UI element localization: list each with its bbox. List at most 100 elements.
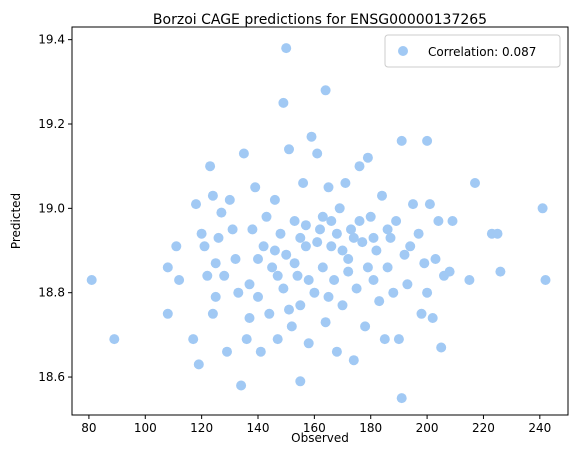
legend-marker xyxy=(398,46,408,56)
data-point xyxy=(393,334,404,345)
data-point xyxy=(253,254,263,264)
data-point xyxy=(362,262,373,273)
data-points xyxy=(86,43,551,404)
data-point xyxy=(436,342,447,353)
data-point xyxy=(408,199,418,210)
data-point xyxy=(312,237,323,248)
data-point xyxy=(272,334,283,345)
data-point xyxy=(258,241,269,252)
data-point xyxy=(354,161,365,172)
x-tick-label: 200 xyxy=(416,421,439,435)
data-point xyxy=(289,216,300,226)
data-point xyxy=(210,291,221,302)
data-point xyxy=(413,228,424,239)
data-point xyxy=(309,287,320,298)
data-point xyxy=(540,275,551,285)
data-point xyxy=(247,224,258,235)
data-point xyxy=(315,224,325,235)
data-point xyxy=(495,266,506,277)
data-point xyxy=(306,131,317,142)
data-point xyxy=(402,279,413,290)
data-point xyxy=(374,296,385,307)
data-point xyxy=(424,199,435,210)
y-tick-label: 19.4 xyxy=(38,33,65,47)
data-point xyxy=(399,249,410,260)
data-point xyxy=(334,203,345,214)
data-point xyxy=(377,190,387,201)
x-tick-label: 80 xyxy=(81,421,96,435)
data-point xyxy=(264,308,275,319)
data-point xyxy=(207,190,218,201)
data-point xyxy=(537,203,548,214)
data-point xyxy=(174,275,185,285)
data-point xyxy=(238,148,249,159)
data-point xyxy=(281,43,292,54)
legend-box xyxy=(384,34,561,68)
data-point xyxy=(284,304,294,315)
data-point xyxy=(261,211,272,222)
data-point xyxy=(205,161,216,172)
x-axis: 80 100 120 140 160 180 200 220 240 xyxy=(81,415,551,435)
data-point xyxy=(298,178,309,188)
data-point xyxy=(227,224,238,235)
data-point xyxy=(162,308,173,319)
data-point xyxy=(371,245,382,256)
data-point xyxy=(233,287,244,298)
legend: Correlation: 0.087 xyxy=(384,34,561,68)
data-point xyxy=(312,148,323,159)
data-point xyxy=(286,321,297,332)
y-axis: 18.6 18.8 19.0 19.2 19.4 xyxy=(38,33,72,384)
legend-label: Correlation: 0.087 xyxy=(428,45,536,59)
data-point xyxy=(275,228,286,239)
data-point xyxy=(244,279,255,290)
data-point xyxy=(326,241,337,252)
data-point xyxy=(348,355,359,366)
x-tick-label: 240 xyxy=(528,421,551,435)
data-point xyxy=(326,216,337,226)
data-point xyxy=(230,254,241,264)
data-point xyxy=(216,207,227,218)
data-point xyxy=(278,97,289,108)
data-point xyxy=(396,135,407,146)
data-point xyxy=(357,237,368,248)
data-point xyxy=(295,376,306,387)
data-point xyxy=(329,275,340,285)
data-point xyxy=(470,178,480,188)
data-point xyxy=(255,346,266,357)
data-point xyxy=(162,262,173,273)
data-point xyxy=(267,262,278,273)
data-point xyxy=(295,300,306,311)
data-point xyxy=(351,283,362,294)
data-point xyxy=(382,224,393,235)
data-point xyxy=(346,224,356,235)
data-point xyxy=(430,254,441,264)
x-tick-label: 220 xyxy=(472,421,495,435)
x-tick-label: 120 xyxy=(190,421,213,435)
data-point xyxy=(362,152,373,163)
data-point xyxy=(382,262,393,273)
data-point xyxy=(447,216,458,226)
data-point xyxy=(295,232,306,243)
data-point xyxy=(433,216,444,226)
data-point xyxy=(379,334,390,345)
data-point xyxy=(253,291,263,302)
data-point xyxy=(444,266,455,277)
data-point xyxy=(272,270,283,281)
data-point xyxy=(391,216,402,226)
y-tick-label: 18.8 xyxy=(38,286,65,300)
data-point xyxy=(222,346,232,357)
data-point xyxy=(396,393,407,404)
data-point xyxy=(171,241,182,252)
data-point xyxy=(210,258,221,269)
data-point xyxy=(196,228,207,239)
data-point xyxy=(244,313,255,323)
data-point xyxy=(236,380,247,391)
data-point xyxy=(86,275,97,285)
y-tick-label: 18.6 xyxy=(38,370,65,384)
x-axis-label: Observed xyxy=(291,431,349,445)
data-point xyxy=(343,266,354,277)
data-point xyxy=(303,275,314,285)
data-point xyxy=(250,182,261,193)
data-point xyxy=(207,308,218,319)
